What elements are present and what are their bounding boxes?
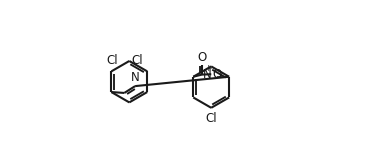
Text: Cl: Cl: [106, 54, 118, 67]
Text: −: −: [215, 71, 222, 80]
Text: N: N: [203, 68, 211, 82]
Text: Cl: Cl: [131, 54, 143, 67]
Text: O: O: [212, 68, 221, 81]
Text: +: +: [204, 64, 211, 73]
Text: O: O: [197, 51, 206, 64]
Text: Cl: Cl: [205, 112, 217, 125]
Text: N: N: [131, 71, 140, 84]
